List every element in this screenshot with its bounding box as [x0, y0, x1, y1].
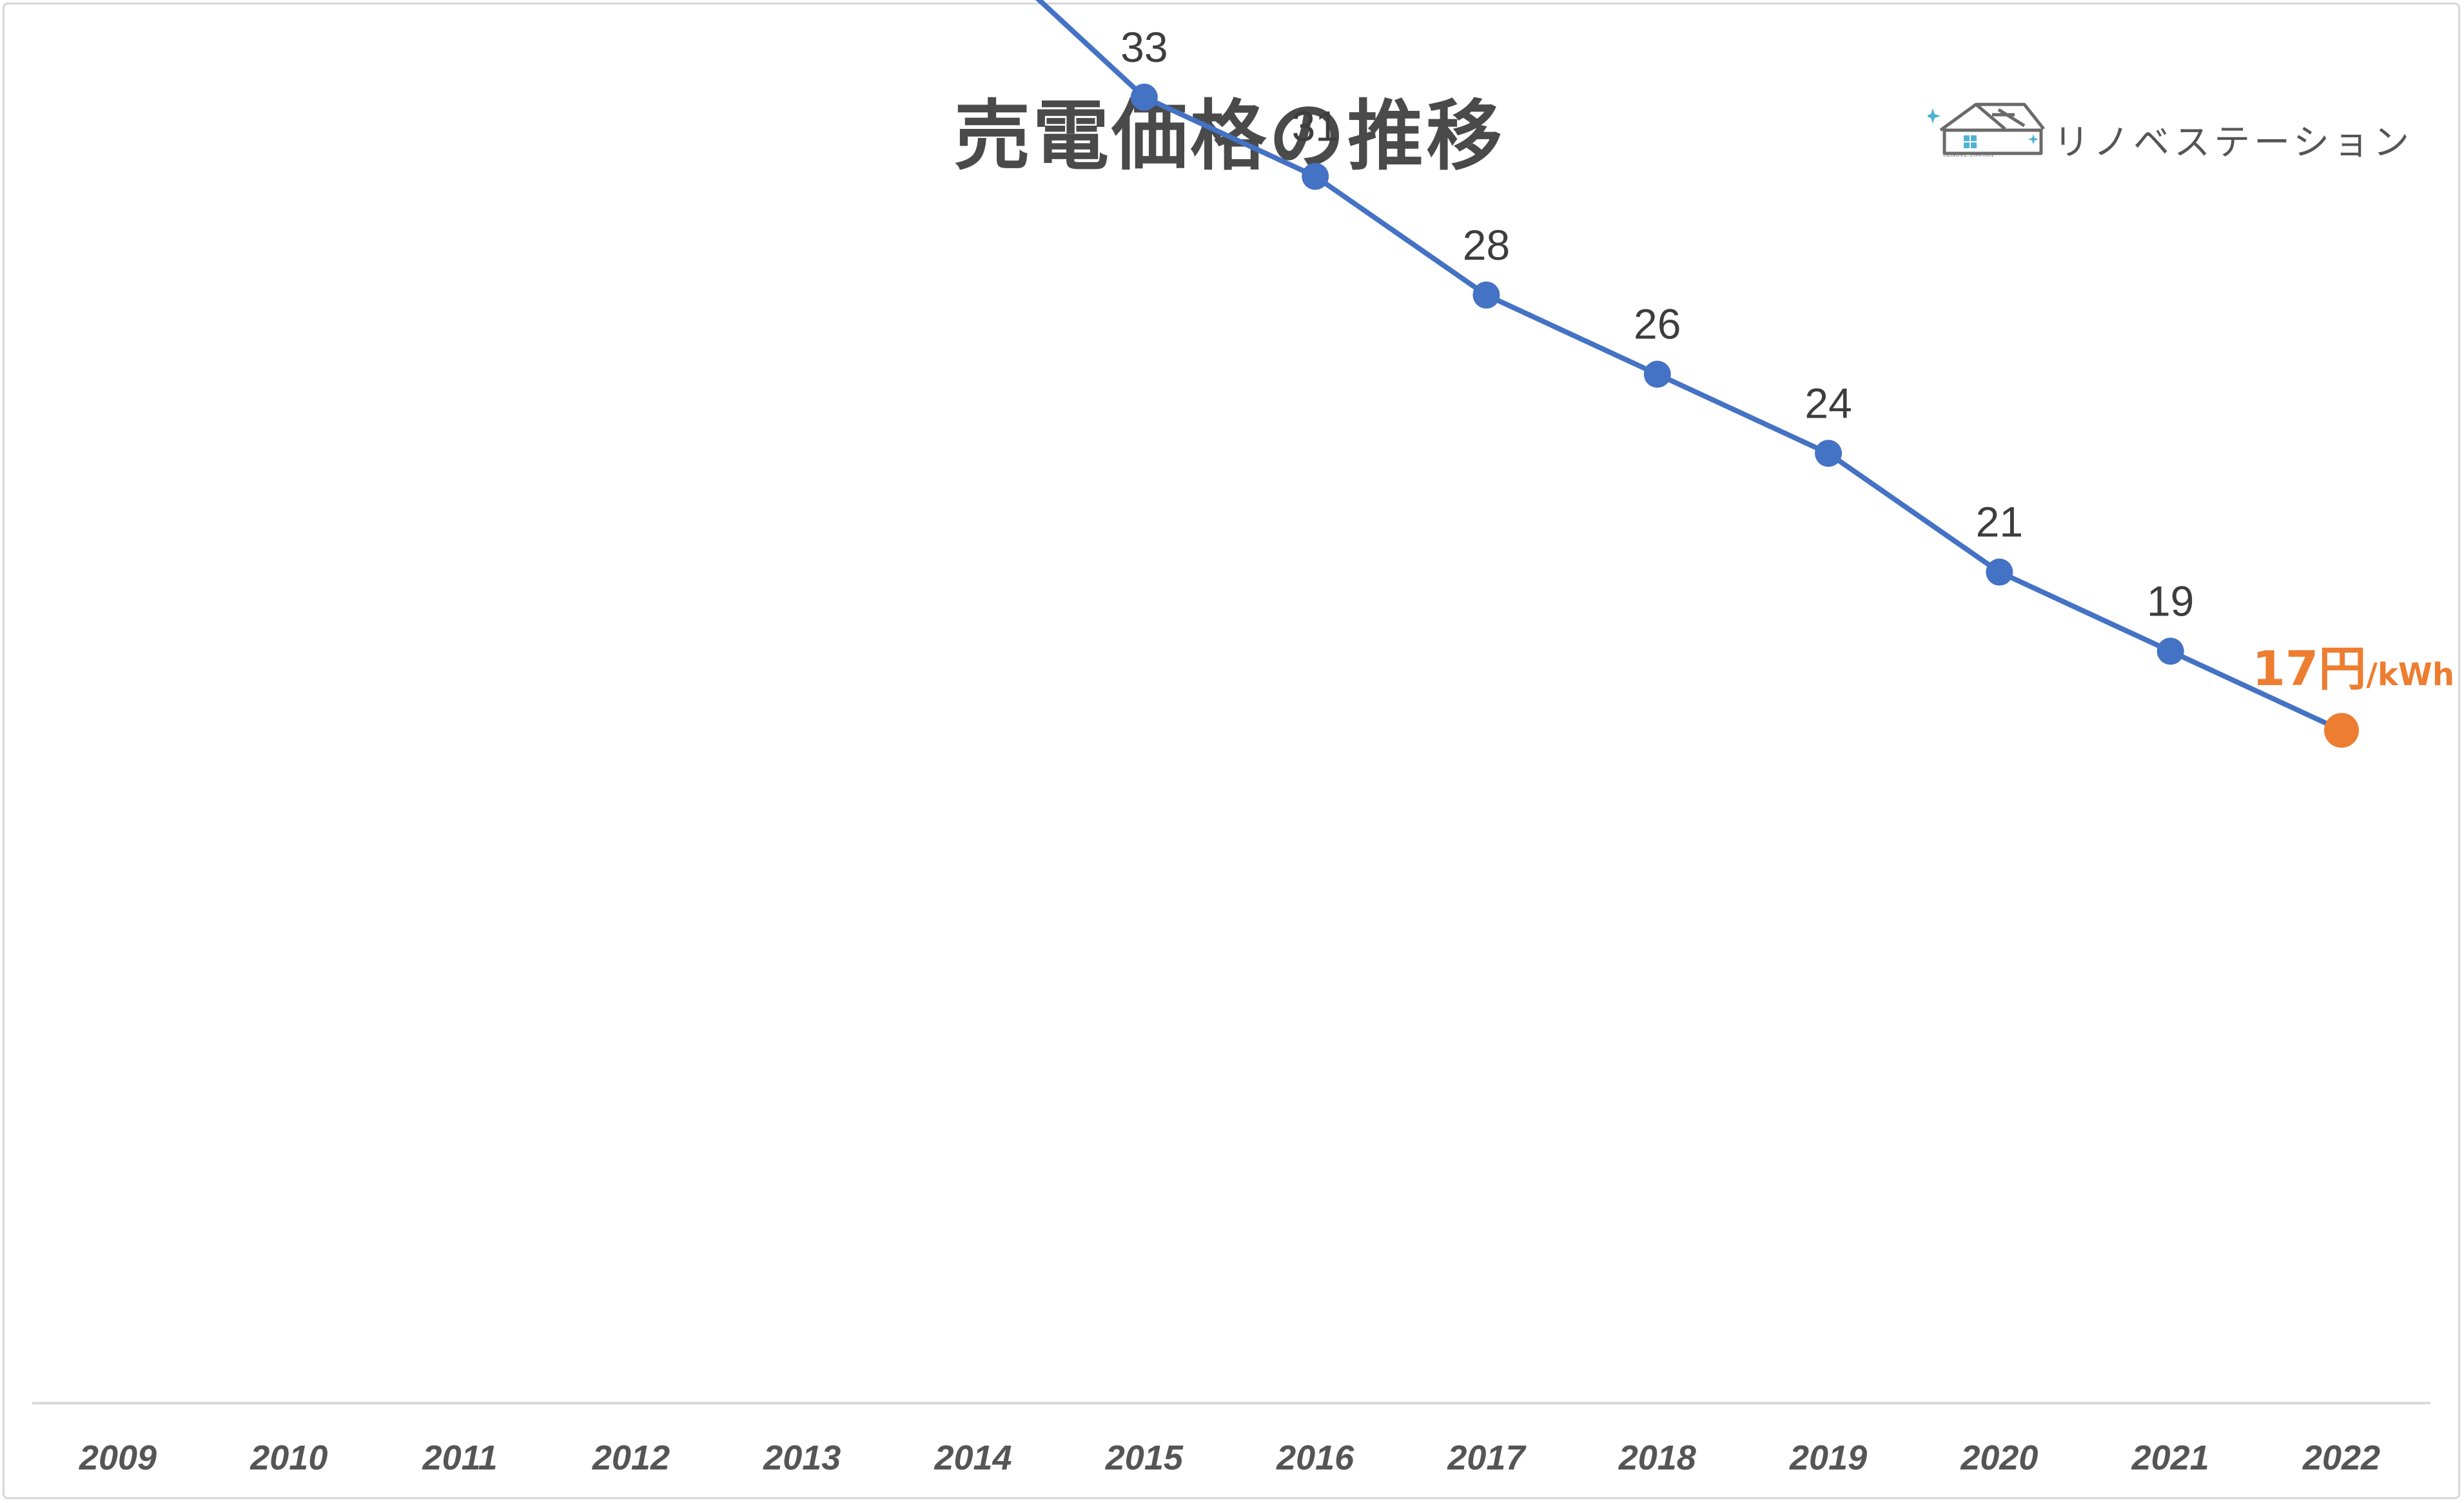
highlight-value-label: 17円/kWh — [2252, 641, 2454, 697]
highlight-data-point — [2324, 713, 2359, 748]
data-label: 24 — [1804, 379, 1852, 427]
data-label: 26 — [1634, 300, 1681, 348]
x-tick-label: 2022 — [2302, 1439, 2380, 1477]
data-label: 33 — [1120, 23, 1168, 71]
data-point — [1472, 281, 1500, 309]
x-tick-label: 2016 — [1276, 1439, 1354, 1477]
highlight-value: 17円 — [2252, 641, 2366, 697]
data-point — [1643, 360, 1671, 388]
x-tick-label: 2017 — [1447, 1439, 1527, 1477]
x-tick-label: 2015 — [1105, 1439, 1184, 1477]
data-point — [2156, 637, 2184, 665]
data-point — [1302, 162, 1329, 190]
highlight-unit: /kWh — [2366, 657, 2454, 693]
x-tick-label: 2020 — [1960, 1439, 2038, 1477]
x-tick-label: 2013 — [763, 1439, 841, 1477]
data-label: 19 — [2147, 577, 2194, 625]
x-tick-label: 2021 — [2131, 1439, 2209, 1477]
x-tick-label: 2009 — [79, 1439, 157, 1477]
brand-small-text: RENOVE STATION — [1943, 152, 1994, 159]
x-tick-label: 2011 — [422, 1439, 498, 1477]
x-tick-label: 2010 — [249, 1439, 328, 1477]
data-label: 31 — [1291, 102, 1338, 150]
brand-logo: RENOVE STATION リノベステーション — [1928, 97, 2409, 168]
x-tick-label: 2012 — [592, 1439, 670, 1477]
series-line — [1035, 0, 2343, 733]
data-label: 21 — [1976, 498, 2023, 546]
chart-frame — [3, 3, 2460, 1499]
data-point — [1986, 558, 2013, 586]
data-point — [1130, 83, 1158, 111]
data-label: 28 — [1463, 221, 1510, 269]
data-point — [1815, 440, 1843, 467]
x-tick-label: 2019 — [1789, 1439, 1867, 1477]
brand-name: リノベステーション — [2053, 122, 2413, 164]
house-roof-icon — [1928, 102, 2045, 155]
x-tick-label: 2018 — [1618, 1439, 1696, 1477]
x-tick-label: 2014 — [934, 1439, 1012, 1477]
